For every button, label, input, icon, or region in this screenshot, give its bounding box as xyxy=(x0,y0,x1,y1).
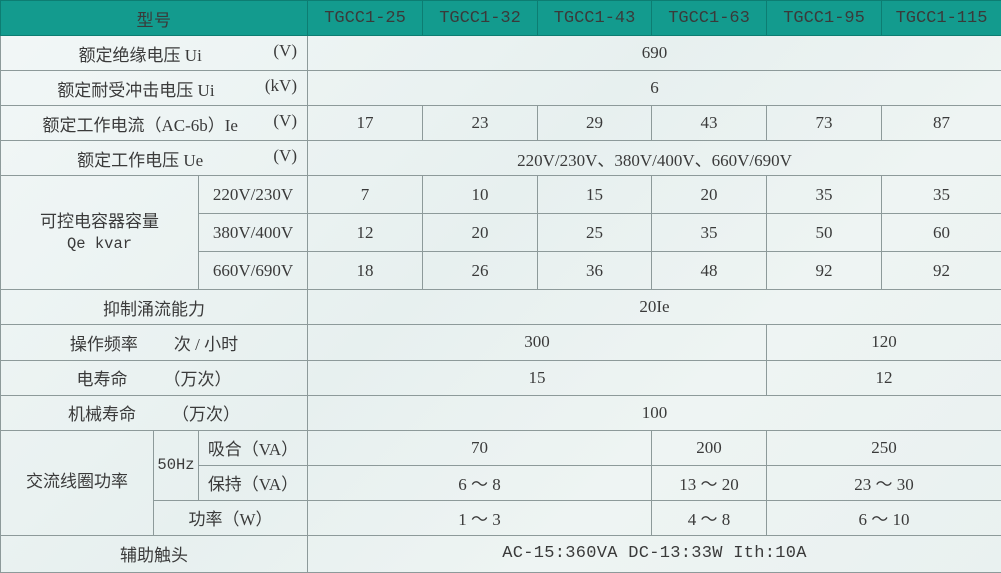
label-inrush-suppression: 抑制涌流能力 xyxy=(0,289,308,326)
row-coil-power-watt: 功率（W） 1 ～ 3 4 ～ 8 6 ～ 10 xyxy=(1,499,1001,536)
unit-operating-frequency: 次 / 小时 xyxy=(173,334,239,354)
label-coil-pickup: 吸合（VA） xyxy=(198,429,308,466)
label-coil-hold: 保持（VA） xyxy=(198,464,308,501)
label-working-current: 额定工作电流（AC-6b）Ie (V) xyxy=(0,105,308,142)
value-capacity-220-2: 10 xyxy=(422,175,538,215)
table-header-row: 型号 TGCC1-25 TGCC1-32 TGCC1-43 TGCC1-63 T… xyxy=(0,0,1001,37)
label-coil-frequency-50hz: 50Hz xyxy=(153,429,199,501)
row-capacitor-capacity-220: 可控电容器容量 Qe kvar 220V/230V 7 10 15 20 35 … xyxy=(0,175,1001,291)
row-capacitor-capacity-660: 660V/690V 18 26 36 48 92 92 xyxy=(1,251,1001,291)
sub-label-660v-690v: 660V/690V xyxy=(198,251,308,291)
value-insulation-voltage: 690 xyxy=(307,35,1001,72)
label-working-voltage: 额定工作电压 Ue (V) xyxy=(0,140,308,177)
value-coil-power-watt-group3: 6 ～ 10 xyxy=(766,499,1001,536)
unit-insulation-voltage: (V) xyxy=(273,40,297,60)
value-coil-power-watt-group2: 4 ～ 8 xyxy=(651,499,767,536)
row-impulse-voltage: 额定耐受冲击电压 Ui (kV) 6 xyxy=(0,70,1001,107)
label-mechanical-life: 机械寿命 （万次） xyxy=(0,394,308,431)
value-electrical-life-group2: 12 xyxy=(766,359,1001,396)
label-coil-power-watt: 功率（W） xyxy=(153,499,308,536)
row-working-current: 额定工作电流（AC-6b）Ie (V) 17 23 29 43 73 87 xyxy=(0,105,1001,142)
row-working-voltage: 额定工作电压 Ue (V) 220V/230V、380V/400V、660V/6… xyxy=(0,140,1001,177)
header-model-tgcc1-95: TGCC1-95 xyxy=(766,0,882,37)
header-model-label: 型号 xyxy=(0,0,308,37)
value-working-voltage: 220V/230V、380V/400V、660V/690V xyxy=(307,140,1001,177)
header-model-tgcc1-43: TGCC1-43 xyxy=(537,0,652,37)
value-capacity-660-3: 36 xyxy=(537,251,652,291)
value-mechanical-life: 100 xyxy=(307,394,1001,431)
value-auxiliary-contact: AC-15:360VA DC-13:33W Ith:10A xyxy=(307,534,1001,573)
value-capacity-380-5: 50 xyxy=(766,213,882,253)
header-model-tgcc1-25: TGCC1-25 xyxy=(307,0,423,37)
label-impulse-voltage: 额定耐受冲击电压 Ui (kV) xyxy=(0,70,308,107)
value-working-current-6: 87 xyxy=(881,105,1001,142)
unit-mechanical-life: （万次） xyxy=(172,405,240,425)
value-capacity-380-2: 20 xyxy=(422,213,538,253)
row-insulation-voltage: 额定绝缘电压 Ui (V) 690 xyxy=(0,35,1001,72)
label-capacitor-capacity-line2: Qe kvar xyxy=(66,234,133,253)
row-capacitor-capacity-380: 380V/400V 12 20 25 35 50 60 xyxy=(1,213,1001,253)
row-electrical-life: 电寿命 （万次） 15 12 xyxy=(0,359,1001,396)
label-coil-power: 交流线圈功率 xyxy=(0,429,154,536)
value-coil-hold-group1: 6 ～ 8 xyxy=(307,464,652,501)
value-capacity-220-1: 7 xyxy=(307,175,423,215)
value-working-current-4: 43 xyxy=(651,105,767,142)
label-insulation-voltage: 额定绝缘电压 Ui (V) xyxy=(0,35,308,72)
header-model-tgcc1-63: TGCC1-63 xyxy=(651,0,767,37)
value-capacity-380-1: 12 xyxy=(307,213,423,253)
unit-impulse-voltage: (kV) xyxy=(264,75,297,95)
value-working-current-2: 23 xyxy=(422,105,538,142)
value-capacity-660-5: 92 xyxy=(766,251,882,291)
value-coil-pickup-group2: 200 xyxy=(651,429,767,466)
unit-electrical-life: （万次） xyxy=(163,370,232,390)
value-operating-frequency-group2: 120 xyxy=(766,324,1001,361)
value-operating-frequency-group1: 300 xyxy=(307,324,767,361)
row-mechanical-life: 机械寿命 （万次） 100 xyxy=(0,394,1001,431)
value-capacity-220-4: 20 xyxy=(651,175,767,215)
unit-working-current: (V) xyxy=(273,110,297,130)
value-capacity-660-2: 26 xyxy=(422,251,538,291)
value-capacity-380-6: 60 xyxy=(881,213,1001,253)
value-capacity-660-1: 18 xyxy=(307,251,423,291)
label-electrical-life: 电寿命 （万次） xyxy=(0,359,308,396)
value-working-current-5: 73 xyxy=(766,105,882,142)
label-capacitor-capacity: 可控电容器容量 Qe kvar xyxy=(0,175,199,291)
row-operating-frequency: 操作频率次 / 小时 300 120 xyxy=(0,324,1001,361)
sub-label-380v-400v: 380V/400V xyxy=(198,213,308,253)
value-capacity-220-3: 15 xyxy=(537,175,652,215)
value-coil-power-watt-group1: 1 ～ 3 xyxy=(307,499,652,536)
value-capacity-220-5: 35 xyxy=(766,175,882,215)
value-coil-hold-group3: 23 ～ 30 xyxy=(766,464,1001,501)
value-working-current-1: 17 xyxy=(307,105,423,142)
row-auxiliary-contact: 辅助触头 AC-15:360VA DC-13:33W Ith:10A xyxy=(0,534,1001,573)
value-impulse-voltage: 6 xyxy=(307,70,1001,107)
value-electrical-life-group1: 15 xyxy=(307,359,767,396)
value-capacity-660-4: 48 xyxy=(651,251,767,291)
value-coil-pickup-group3: 250 xyxy=(766,429,1001,466)
value-capacity-380-4: 35 xyxy=(651,213,767,253)
unit-working-voltage: (V) xyxy=(273,145,297,165)
value-working-current-3: 29 xyxy=(537,105,652,142)
row-coil-power-pickup: 交流线圈功率 50Hz 吸合（VA） 70 200 250 xyxy=(0,429,1001,536)
header-model-tgcc1-115: TGCC1-115 xyxy=(881,0,1001,37)
label-operating-frequency: 操作频率次 / 小时 xyxy=(0,324,308,361)
value-capacity-380-3: 25 xyxy=(537,213,652,253)
value-coil-hold-group2: 13 ～ 20 xyxy=(651,464,767,501)
row-inrush-suppression: 抑制涌流能力 20Ie xyxy=(0,289,1001,326)
row-coil-power-hold: 保持（VA） 6 ～ 8 13 ～ 20 23 ～ 30 xyxy=(1,464,1001,501)
sub-label-220v-230v: 220V/230V xyxy=(198,175,308,215)
value-inrush-suppression: 20Ie xyxy=(307,289,1001,326)
label-capacitor-capacity-line1: 可控电容器容量 xyxy=(40,211,159,231)
header-model-tgcc1-32: TGCC1-32 xyxy=(422,0,538,37)
value-capacity-660-6: 92 xyxy=(881,251,1001,291)
value-coil-pickup-group1: 70 xyxy=(307,429,652,466)
value-capacity-220-6: 35 xyxy=(881,175,1001,215)
label-auxiliary-contact: 辅助触头 xyxy=(0,534,308,573)
